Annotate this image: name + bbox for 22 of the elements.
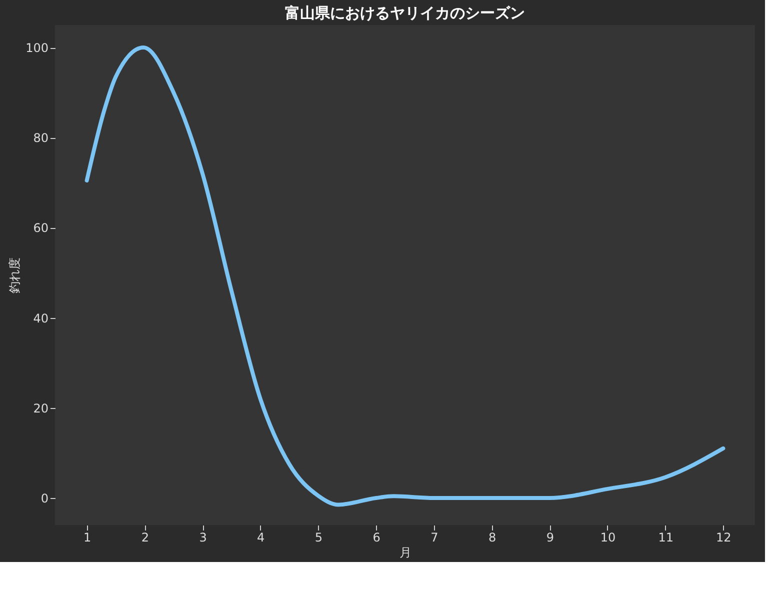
y-axis-title: 釣れ度: [8, 258, 22, 294]
x-tick-label: 3: [199, 530, 207, 544]
x-tick-label: 5: [314, 530, 323, 544]
y-tick-label: 100: [26, 41, 48, 56]
y-tick-label: 60: [33, 221, 48, 236]
x-tick-label: 10: [600, 530, 616, 544]
y-tick-label: 0: [40, 491, 48, 506]
x-tick-label: 12: [716, 530, 732, 544]
y-tick-label: 80: [33, 131, 48, 146]
x-tick-label: 4: [257, 530, 265, 544]
line-series: [84, 46, 726, 507]
x-tick-label: 9: [546, 530, 554, 544]
x-tick-label: 11: [658, 530, 674, 544]
y-tick-label: 20: [33, 401, 48, 416]
x-tick-label: 6: [372, 530, 380, 544]
x-tick-label: 7: [430, 530, 438, 544]
chart-title: 富山県におけるヤリイカのシーズン: [285, 4, 525, 22]
x-axis-title: 月: [400, 546, 412, 560]
y-tick-label: 40: [33, 311, 48, 326]
x-tick-label: 1: [84, 530, 92, 544]
x-tick-label: 2: [141, 530, 149, 544]
x-tick-label: 8: [488, 530, 496, 544]
